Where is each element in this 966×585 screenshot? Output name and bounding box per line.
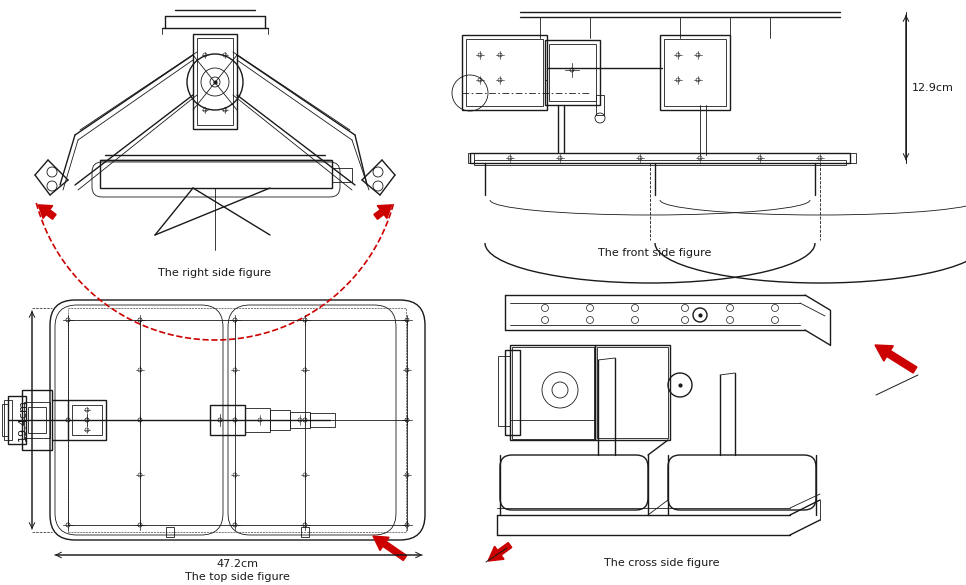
Text: 47.2cm: 47.2cm	[216, 559, 258, 569]
Bar	[24, 402, 50, 438]
Bar	[660, 35, 730, 110]
Bar	[597, 347, 668, 438]
Bar	[512, 347, 594, 439]
Text: The right side figure: The right side figure	[158, 268, 271, 278]
Bar	[468, 153, 474, 163]
Bar	[270, 410, 290, 430]
Bar	[664, 39, 726, 106]
Bar	[466, 39, 543, 106]
Bar	[193, 34, 237, 129]
Bar	[545, 40, 600, 105]
FancyArrow shape	[875, 345, 917, 373]
Bar	[22, 390, 52, 450]
Bar	[210, 405, 245, 435]
Bar	[470, 153, 850, 163]
Text: 19.4cm: 19.4cm	[18, 399, 28, 441]
Bar	[166, 527, 174, 537]
Bar	[498, 356, 510, 426]
FancyArrow shape	[373, 536, 407, 560]
Bar	[28, 407, 46, 433]
Text: The top side figure: The top side figure	[185, 572, 290, 582]
Bar	[310, 413, 335, 427]
Text: The cross side figure: The cross side figure	[605, 558, 720, 568]
Bar	[595, 345, 670, 440]
Bar	[4, 400, 12, 440]
Bar	[332, 168, 352, 182]
Bar	[290, 412, 310, 428]
Bar	[72, 405, 102, 435]
Bar	[8, 396, 26, 444]
Bar	[474, 160, 846, 165]
Bar	[596, 95, 604, 115]
FancyArrow shape	[488, 542, 512, 561]
Bar	[2, 404, 8, 436]
Bar	[462, 35, 547, 110]
Bar	[510, 345, 595, 440]
Bar	[68, 400, 106, 440]
FancyArrow shape	[374, 205, 391, 219]
Text: The front side figure: The front side figure	[598, 248, 712, 258]
Bar	[100, 160, 332, 188]
Bar	[505, 350, 520, 435]
Bar	[245, 408, 270, 432]
Bar	[68, 308, 406, 532]
Bar	[301, 527, 309, 537]
Bar	[850, 153, 856, 163]
Text: 12.9cm: 12.9cm	[912, 83, 953, 93]
Bar	[549, 44, 596, 101]
Bar	[197, 38, 233, 125]
FancyArrow shape	[39, 205, 56, 219]
